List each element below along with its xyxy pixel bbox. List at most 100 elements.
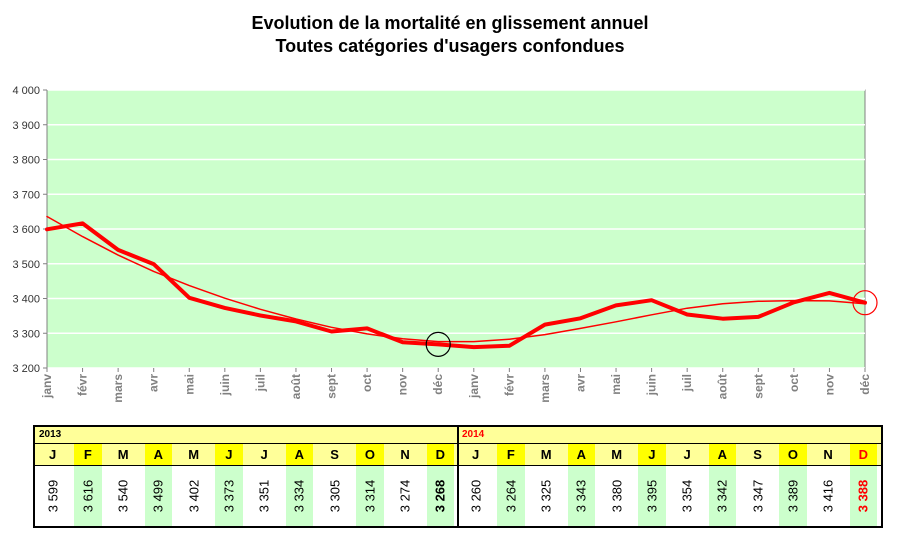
value-cell: 3 314 [356,466,384,526]
value-text: 3 540 [115,479,131,513]
value-row: 3 599 3 616 3 540 3 499 3 402 3 373 3 351 3 334… [35,466,881,526]
gridlines [47,89,865,369]
value-text: 3 342 [714,479,730,513]
x-tick-label: mai [182,374,196,395]
value-text: 3 389 [785,479,801,513]
x-tick-label: nov [396,374,410,396]
x-tick-label: juil [680,374,694,392]
month-cell: S [753,447,762,462]
value-cell: 3 388 [849,466,877,526]
x-axis: janv févr mars avr mai juin juil août sept oct nov… [40,368,872,403]
value-text: 3 264 [503,479,519,513]
month-cell: O [356,444,384,465]
month-cell: S [330,447,339,462]
value-cell: 3 342 [708,466,736,526]
month-cell: M [188,447,200,462]
month-cell: F [497,444,525,465]
month-cell: O [779,444,807,465]
x-tick-label: juil [253,374,267,392]
value-text: 3 373 [221,479,237,513]
x-tick-label: janv [40,374,54,399]
x-tick-label: mai [609,374,623,395]
x-tick-label: déc [858,374,872,395]
chart-title: Evolution de la mortalité en glissement … [0,12,900,58]
value-cell: 3 343 [567,466,595,526]
value-text: 3 395 [644,479,660,513]
series-line-trend [46,215,866,343]
y-axis: 3 200 3 300 3 400 3 500 3 600 3 700 3 800 3 900… [12,85,48,375]
value-cell: 3 268 [426,466,454,526]
value-cell: 3 373 [215,466,243,526]
value-cell: 3 599 [39,466,66,526]
y-tick-label: 3 300 [12,328,40,340]
value-text: 3 380 [609,479,625,513]
value-cell: 3 380 [603,466,630,526]
year-label-2014: 2014 [458,427,881,444]
x-tick-label: sept [325,374,339,399]
x-tick-label: sept [751,374,765,399]
value-text: 3 260 [468,479,484,513]
month-cell: N [823,447,833,462]
month-cell: A [708,444,736,465]
x-tick-label: mars [538,374,552,403]
value-cell: 3 402 [180,466,207,526]
month-cell: J [683,447,691,462]
x-tick-label: avr [147,374,161,392]
x-tick-label: févr [76,374,90,396]
y-tick-label: 3 200 [12,363,40,375]
value-cell: 3 540 [110,466,137,526]
value-cell: 3 616 [74,466,102,526]
value-text: 3 274 [397,479,413,513]
x-tick-label: mars [111,374,125,403]
month-cell: J [49,447,57,462]
chart-title-line-2: Toutes catégories d'usagers confondues [275,36,625,56]
month-cell: D [426,444,454,465]
x-tick-label: juin [218,374,232,396]
month-cell: F [74,444,102,465]
x-tick-label: août [289,374,303,399]
value-cell: 3 395 [638,466,666,526]
highlight-markers [425,290,878,357]
month-cell: A [285,444,313,465]
value-text: 3 314 [362,479,378,513]
min-point-marker [425,331,451,357]
y-tick-label: 3 400 [12,294,40,306]
month-cell: J [638,444,666,465]
value-text: 3 599 [45,479,61,513]
value-cell: 3 347 [744,466,771,526]
y-tick-label: 3 800 [12,155,40,167]
x-tick-label: déc [431,374,445,395]
month-cell: M [611,447,623,462]
month-cell: D [849,444,877,465]
value-cell: 3 499 [144,466,172,526]
value-text: 3 325 [538,479,554,513]
series-lines [45,215,867,350]
value-text: 3 402 [186,479,202,513]
chart-title-line-1: Evolution de la mortalité en glissement … [251,13,649,33]
value-cell: 3 260 [462,466,489,526]
value-text: 3 499 [150,479,166,513]
month-cell: A [144,444,172,465]
value-text: 3 388 [855,479,871,513]
value-text: 3 354 [679,479,695,513]
x-tick-label: oct [787,374,801,392]
x-tick-label: août [716,374,730,399]
value-cell: 3 351 [251,466,278,526]
value-cell: 3 416 [815,466,842,526]
value-text: 3 268 [432,479,448,513]
line-chart: 3 200 3 300 3 400 3 500 3 600 3 700 3 800 3 900… [12,85,878,403]
value-text: 3 616 [80,479,96,513]
value-cell: 3 354 [674,466,701,526]
x-tick-label: févr [502,374,516,396]
value-cell: 3 264 [497,466,525,526]
year-label-2013: 2013 [35,427,458,444]
x-tick-label: avr [573,374,587,392]
y-tick-label: 3 600 [12,224,40,236]
value-text: 3 343 [573,479,589,513]
x-tick-label: juin [645,374,659,396]
month-cell: M [117,447,129,462]
value-cell: 3 334 [285,466,313,526]
last-point-marker [852,290,878,316]
y-tick-label: 4 000 [12,85,40,97]
